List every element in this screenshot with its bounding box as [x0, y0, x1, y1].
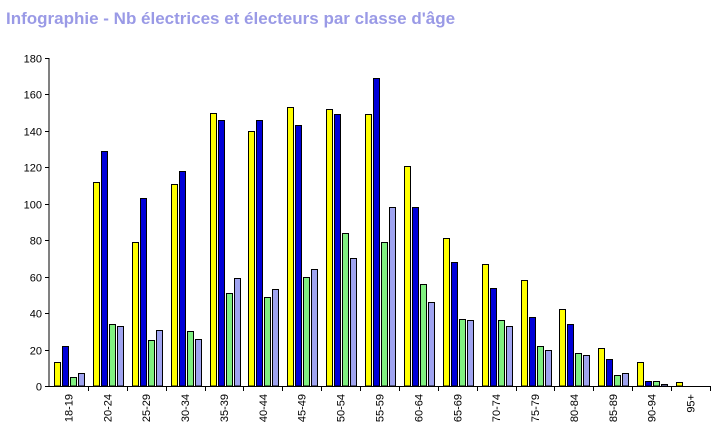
bar-90-94-s1 [637, 362, 644, 387]
bar-60-64-s2 [412, 207, 419, 387]
bar-30-34-s1 [171, 184, 178, 387]
bar-60-64-s4 [428, 302, 435, 387]
y-axis: 0 20 40 60 80 100 120 140 160 180 [24, 54, 50, 394]
y-tick-label: 20 [30, 346, 42, 358]
x-tick-label: 75-79 [530, 394, 542, 422]
bar-25-29-s2 [140, 198, 147, 387]
x-tick-label: 20-24 [102, 394, 114, 422]
x-axis: 18-19 20-24 25-29 30-34 35-39 40-44 45-49 50-54… [49, 386, 711, 422]
x-tick-label: 55-59 [375, 394, 387, 422]
bar-30-34-s4 [195, 339, 202, 387]
bar-55-59-s3 [381, 242, 388, 387]
y-tick-label: 80 [30, 236, 42, 248]
bar-55-59-s2 [373, 78, 380, 387]
bar-40-44-s3 [264, 297, 271, 387]
bar-20-24-s4 [117, 326, 124, 387]
bar-65-69-s3 [459, 319, 466, 387]
bar-75-79-s2 [529, 317, 536, 387]
bar-65-69-s2 [451, 262, 458, 387]
bar-45-49-s1 [287, 107, 294, 387]
bar-18-19-s3 [70, 377, 77, 387]
bar-20-24-s2 [101, 151, 108, 387]
bar-20-24-s3 [109, 324, 116, 387]
bar-80-84-s2 [567, 324, 574, 387]
bar-70-74-s1 [482, 264, 489, 387]
bar-50-54-s1 [326, 109, 333, 387]
bar-60-64-s1 [404, 166, 411, 387]
y-tick-label: 120 [24, 163, 42, 175]
bar-30-34-s3 [187, 331, 194, 387]
y-tick-label: 160 [24, 90, 42, 102]
bar-45-49-s3 [303, 277, 310, 387]
bar-90-94-s2 [645, 381, 652, 387]
x-tick-label: 30-34 [180, 394, 192, 422]
x-tick-label: 50-54 [336, 394, 348, 422]
y-tick-label: 60 [30, 273, 42, 285]
bar-35-39-s4 [234, 278, 241, 387]
bar-30-34-s2 [179, 171, 186, 387]
x-tick-label: 35-39 [219, 394, 231, 422]
x-tick-label: 45-49 [297, 394, 309, 422]
bar-18-19-s1 [54, 362, 61, 387]
bar-35-39-s2 [218, 120, 225, 387]
bar-35-39-s3 [226, 293, 233, 387]
y-tick-label: 100 [24, 200, 42, 212]
x-tick-label: 85-89 [608, 394, 620, 422]
bar-65-69-s1 [443, 238, 450, 387]
bar-45-49-s2 [295, 125, 302, 387]
bar-40-44-s1 [248, 131, 255, 387]
x-tick-label: 95+ [686, 394, 698, 413]
bar-80-84-s3 [575, 353, 582, 387]
bar-80-84-s1 [559, 309, 566, 387]
y-tick-label: 180 [24, 54, 42, 66]
y-tick-label: 0 [36, 382, 42, 394]
x-tick-label: 80-84 [569, 394, 581, 422]
bar-18-19-s4 [78, 373, 85, 387]
bar-50-54-s4 [350, 258, 357, 387]
bar-75-79-s4 [545, 350, 552, 387]
x-tick-label: 18-19 [63, 394, 75, 422]
bar-85-89-s4 [622, 373, 629, 387]
bar-35-39-s1 [210, 113, 217, 387]
bar-95+-s1 [676, 382, 683, 387]
bar-80-84-s4 [583, 355, 590, 387]
bar-50-54-s3 [342, 233, 349, 387]
x-tick-label: 25-29 [141, 394, 153, 422]
bar-40-44-s2 [256, 120, 263, 387]
bar-75-79-s1 [521, 280, 528, 387]
bar-65-69-s4 [467, 320, 474, 387]
bar-85-89-s1 [598, 348, 605, 387]
x-tick-label: 65-69 [452, 394, 464, 422]
x-tick-label: 70-74 [491, 394, 503, 422]
bar-18-19-s2 [62, 346, 69, 387]
chart-title: Infographie - Nb électrices et électeurs… [6, 9, 456, 28]
bar-85-89-s2 [606, 359, 613, 387]
y-tick-label: 140 [24, 127, 42, 139]
bar-55-59-s4 [389, 207, 396, 387]
bar-85-89-s3 [614, 375, 621, 387]
x-tick-label: 60-64 [413, 394, 425, 422]
x-tick-label: 40-44 [258, 394, 270, 422]
bar-25-29-s4 [156, 330, 163, 387]
bar-55-59-s1 [365, 114, 372, 387]
bar-75-79-s3 [537, 346, 544, 387]
bar-90-94-s3 [653, 381, 660, 387]
bar-20-24-s1 [93, 182, 100, 387]
bar-70-74-s3 [498, 320, 505, 387]
bar-90-94-s4 [661, 384, 668, 387]
bar-45-49-s4 [311, 269, 318, 387]
y-tick-label: 40 [30, 309, 42, 321]
x-tick-label: 90-94 [647, 394, 659, 422]
bar-70-74-s2 [490, 288, 497, 387]
bars [54, 78, 683, 387]
bar-60-64-s3 [420, 284, 427, 387]
bar-25-29-s1 [132, 242, 139, 387]
bar-50-54-s2 [334, 114, 341, 387]
bar-25-29-s3 [148, 340, 155, 387]
bar-70-74-s4 [506, 326, 513, 387]
bar-40-44-s4 [272, 289, 279, 387]
